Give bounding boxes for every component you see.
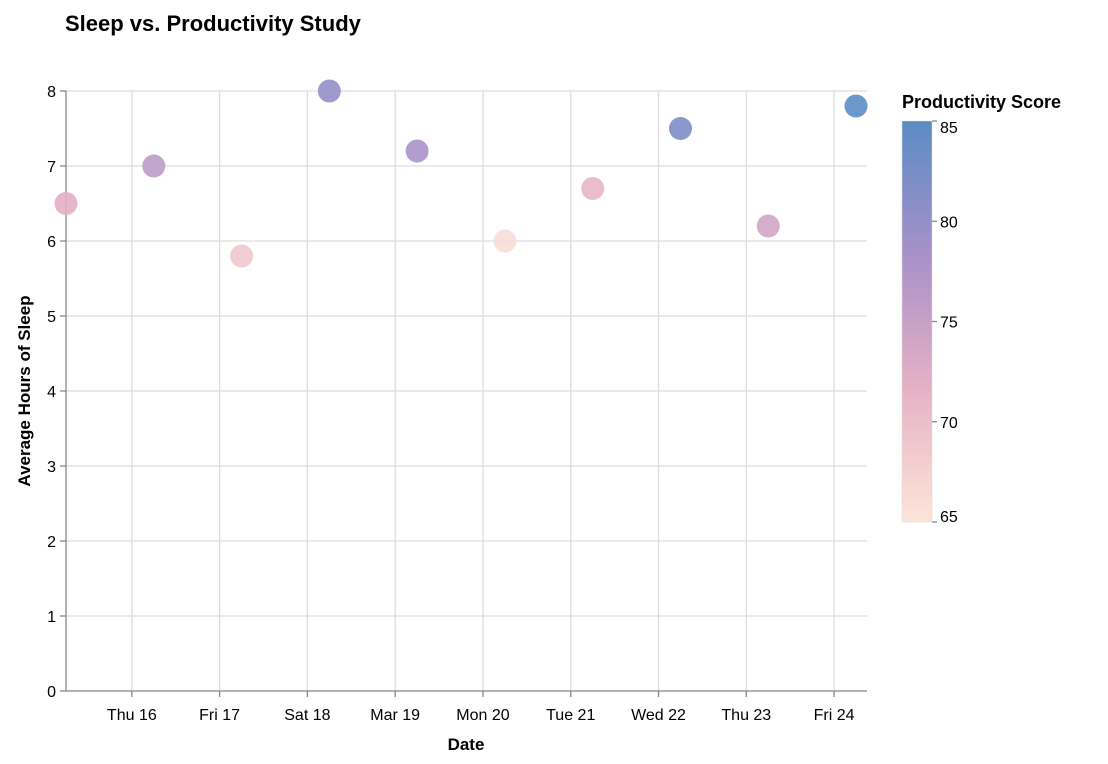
data-point[interactable] (844, 94, 868, 118)
legend-tick-label: 80 (940, 214, 958, 231)
y-tick-label: 4 (47, 384, 56, 401)
y-axis-ticks: 0 1 2 3 4 5 6 7 8 (47, 84, 66, 701)
y-axis-title: Average Hours of Sleep (15, 295, 34, 486)
data-point[interactable] (668, 117, 692, 140)
x-axis-ticks: Thu 16 Fri 17 Sat 18 Mar 19 Mon 20 Tue 21 Wed … (107, 691, 855, 724)
data-points (54, 79, 868, 268)
data-point[interactable] (317, 79, 341, 103)
x-tick-label: Fri 24 (814, 707, 855, 724)
legend-ticks: 85 80 75 70 65 (932, 120, 958, 526)
y-tick-label: 6 (47, 234, 56, 251)
legend-title: Productivity Score (902, 92, 1061, 112)
data-point[interactable] (142, 154, 166, 178)
y-tick-label: 7 (47, 159, 56, 176)
x-tick-label: Thu 23 (721, 707, 771, 724)
data-point[interactable] (405, 139, 429, 163)
y-tick-label: 1 (47, 609, 56, 626)
x-tick-label: Mar 19 (370, 707, 420, 724)
x-tick-label: Mon 20 (456, 707, 509, 724)
y-tick-label: 8 (47, 84, 56, 101)
y-tick-label: 3 (47, 459, 56, 476)
legend-tick-label: 65 (940, 509, 958, 526)
grid (66, 90, 867, 692)
x-tick-label: Thu 16 (107, 707, 157, 724)
data-point[interactable] (54, 192, 78, 215)
legend: Productivity Score 85 80 75 70 65 (901, 92, 1061, 526)
legend-gradient-bar (901, 120, 933, 523)
y-tick-label: 2 (47, 534, 56, 551)
legend-tick-label: 85 (940, 120, 958, 137)
legend-tick-label: 75 (940, 315, 958, 332)
x-tick-label: Fri 17 (199, 707, 240, 724)
x-axis-title: Date (448, 735, 485, 754)
x-tick-label: Wed 22 (631, 707, 686, 724)
x-tick-label: Sat 18 (284, 707, 330, 724)
y-tick-label: 0 (47, 684, 56, 701)
data-point[interactable] (493, 229, 517, 253)
data-point[interactable] (230, 244, 254, 268)
data-point[interactable] (756, 214, 780, 238)
y-tick-label: 5 (47, 309, 56, 326)
chart-title: Sleep vs. Productivity Study (65, 11, 362, 36)
legend-tick-label: 70 (940, 415, 958, 432)
x-tick-label: Tue 21 (546, 707, 595, 724)
data-point[interactable] (581, 177, 605, 200)
